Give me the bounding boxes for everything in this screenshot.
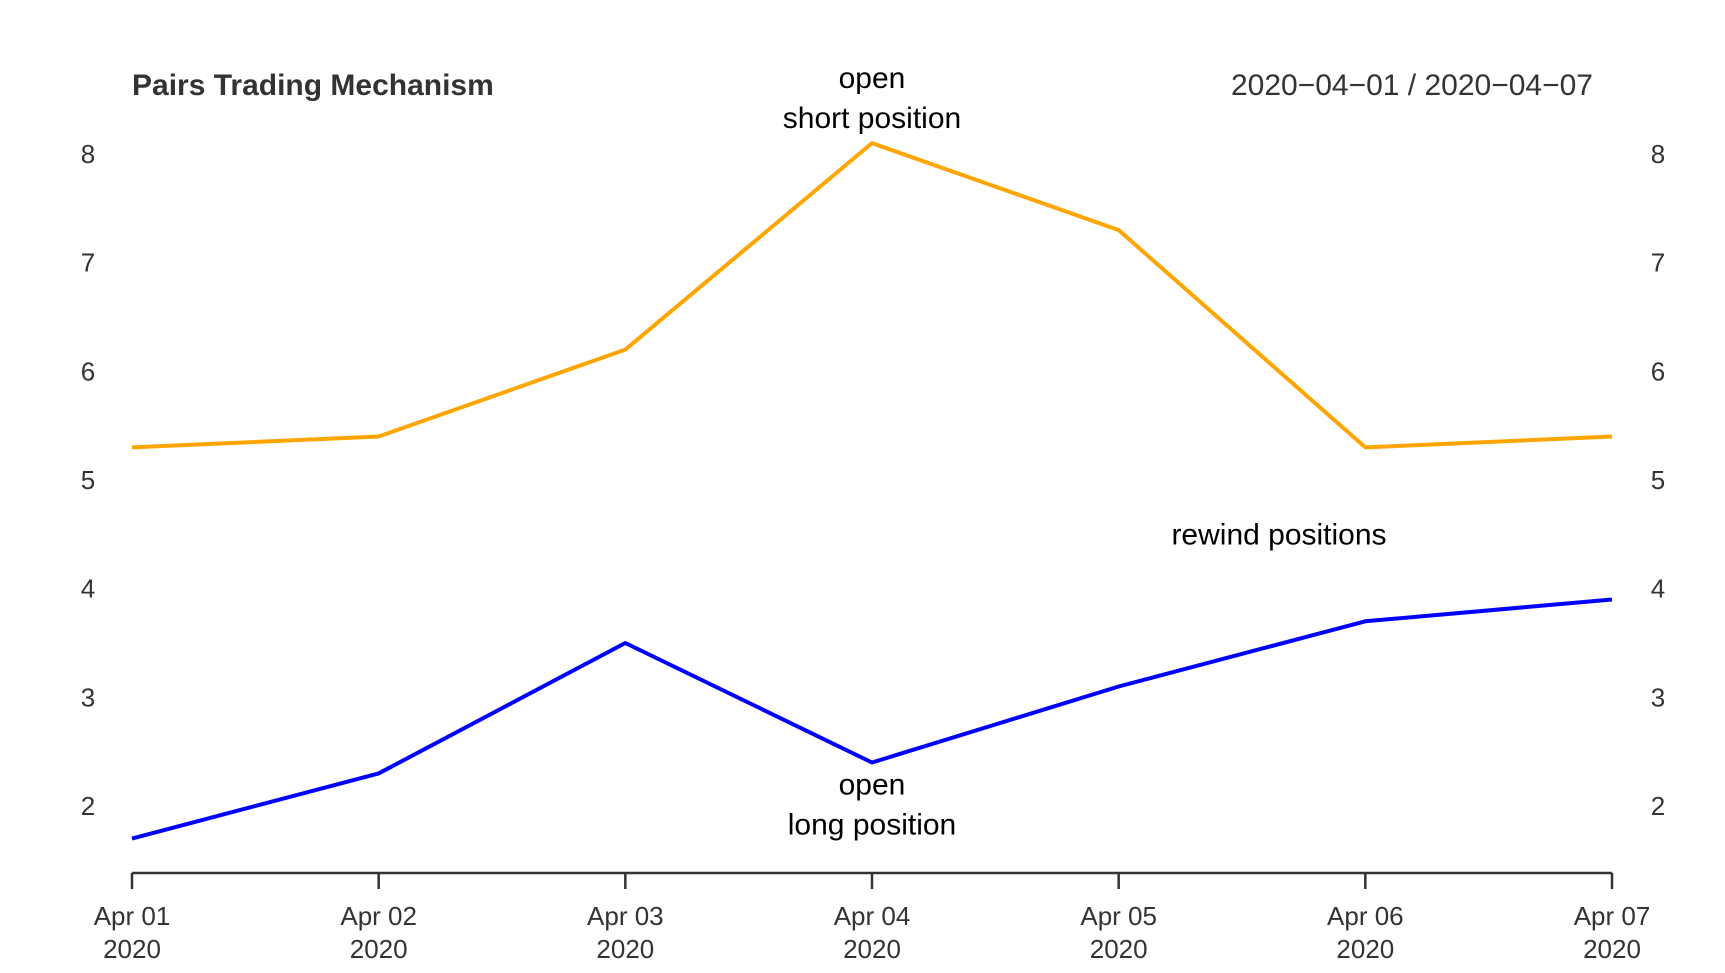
- annotations: open short position open long position rewin…: [783, 62, 1387, 842]
- annotation-text: open: [839, 62, 906, 95]
- annotation-text: rewind positions: [1171, 518, 1386, 551]
- y-tick-label-right: 6: [1651, 356, 1665, 386]
- annotation-text: long position: [788, 809, 956, 842]
- y-tick-label-left: 4: [81, 574, 95, 604]
- x-tick-label-year: 2020: [1583, 934, 1641, 964]
- annotation-text: open: [839, 769, 906, 802]
- x-tick-label-year: 2020: [596, 934, 654, 964]
- y-tick-label-right: 5: [1651, 465, 1665, 495]
- annotation-text: short position: [783, 102, 961, 135]
- x-tick-label-date: Apr 03: [587, 901, 664, 931]
- x-tick-label-date: Apr 04: [834, 901, 911, 931]
- x-tick-label-year: 2020: [103, 934, 161, 964]
- y-tick-label-right: 8: [1651, 139, 1665, 169]
- date-range-label: 2020−04−01 / 2020−04−07: [1231, 69, 1593, 102]
- series-line-0: [131, 141, 1613, 450]
- y-tick-label-left: 2: [81, 791, 95, 821]
- series-line-1: [131, 597, 1613, 841]
- y-tick-label-right: 3: [1651, 682, 1665, 712]
- x-tick-label-date: Apr 02: [340, 901, 417, 931]
- x-tick-label-year: 2020: [1090, 934, 1148, 964]
- x-tick-label-date: Apr 07: [1574, 901, 1651, 931]
- x-tick-label-year: 2020: [350, 934, 408, 964]
- x-tick-label-date: Apr 06: [1327, 901, 1404, 931]
- y-tick-label-right: 2: [1651, 791, 1665, 821]
- x-tick-label-year: 2020: [1336, 934, 1394, 964]
- left-y-axis: 2 3 4 5 6 7 8: [81, 139, 95, 821]
- series-lines: [131, 141, 1613, 841]
- right-y-axis: 2 3 4 5 6 7 8: [1651, 139, 1665, 821]
- y-tick-label-left: 6: [81, 356, 95, 386]
- y-tick-label-left: 8: [81, 139, 95, 169]
- x-tick-label-date: Apr 01: [94, 901, 171, 931]
- y-tick-label-right: 7: [1651, 248, 1665, 278]
- y-tick-label-right: 4: [1651, 574, 1665, 604]
- y-tick-label-left: 7: [81, 248, 95, 278]
- x-tick-label-year: 2020: [843, 934, 901, 964]
- chart-title: Pairs Trading Mechanism: [132, 69, 494, 102]
- x-tick-label-date: Apr 05: [1080, 901, 1157, 931]
- y-tick-label-left: 3: [81, 682, 95, 712]
- y-tick-label-left: 5: [81, 465, 95, 495]
